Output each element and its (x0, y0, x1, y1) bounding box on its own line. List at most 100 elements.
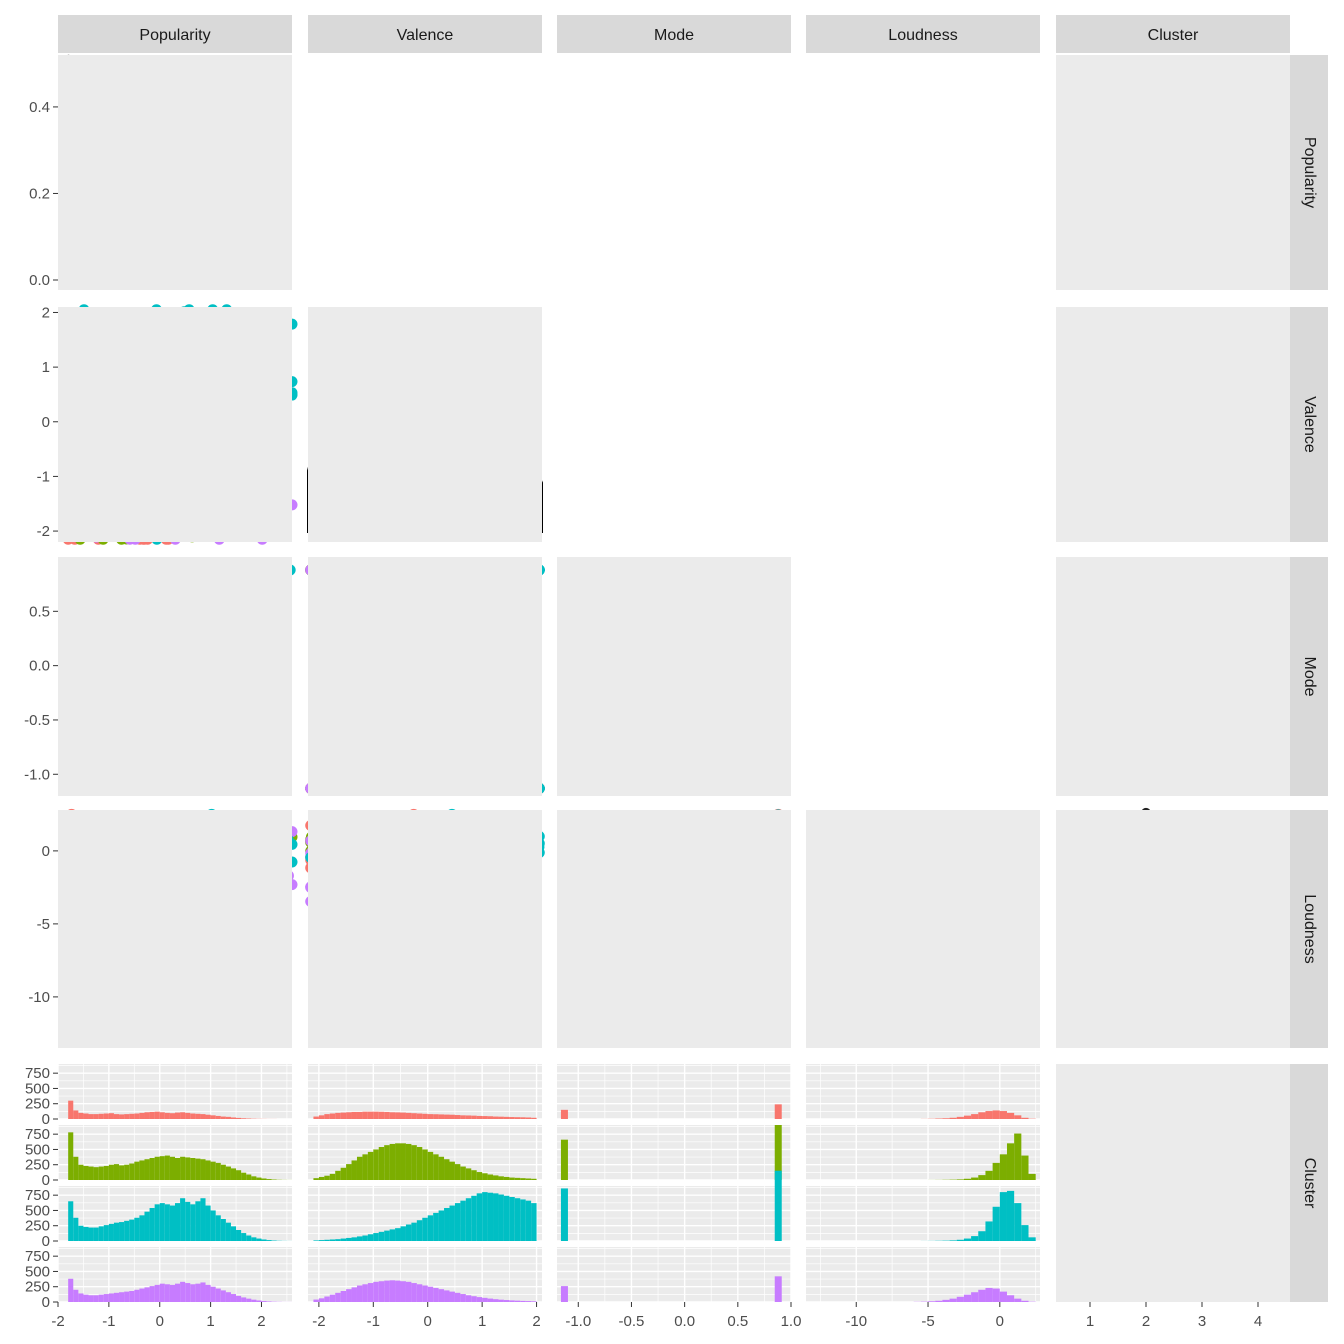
hist-bar (124, 1292, 129, 1302)
boxplot-valence-by-cluster-bg (1056, 307, 1290, 542)
hist-bar (144, 1112, 149, 1119)
hist-bar (211, 1162, 216, 1180)
hist-bar (226, 1117, 231, 1119)
hist-bar (129, 1114, 134, 1119)
hist-bar (231, 1117, 236, 1119)
scatter-popularity-vs-mode-bg (58, 557, 292, 796)
hist-bar (114, 1114, 119, 1119)
hist-bar (362, 1112, 367, 1119)
hist-bar (124, 1114, 129, 1119)
hist-bar (89, 1114, 94, 1119)
hist-bar (144, 1212, 149, 1241)
hist-bar (170, 1285, 175, 1302)
hist-bar (78, 1165, 83, 1180)
hist-bar (324, 1114, 329, 1119)
boxplot-popularity-by-cluster-bg (1056, 55, 1290, 290)
scatter-valence-vs-mode-bg (308, 557, 542, 796)
hist-bar (216, 1116, 221, 1119)
hist-bar (216, 1215, 221, 1241)
hist-bar (395, 1112, 400, 1119)
hist-bar (104, 1294, 109, 1302)
hist-bar (160, 1112, 165, 1119)
hist-bar (109, 1165, 114, 1180)
hist-bar (139, 1289, 144, 1302)
hist-bar (99, 1295, 104, 1302)
hist-bar (206, 1285, 211, 1302)
scatter-popularity-vs-loudness-bg (58, 810, 292, 1048)
hist-bar (195, 1201, 200, 1241)
hist-bar (256, 1239, 261, 1241)
density-loudness-bg (806, 810, 1040, 1048)
boxplot-loudness-by-cluster-bg (1056, 810, 1290, 1048)
hist-bar (216, 1163, 221, 1180)
hist-bar (83, 1166, 88, 1180)
hist-bar (104, 1114, 109, 1120)
hist-bar (185, 1113, 190, 1119)
hist-bar (236, 1296, 241, 1302)
hist-bar (134, 1218, 139, 1241)
hist-bar (68, 1279, 73, 1302)
boxplot-mode-by-cluster-bg (1056, 557, 1290, 796)
hist-bar (236, 1170, 241, 1180)
hist-bar (170, 1206, 175, 1241)
hist-bar (160, 1156, 165, 1180)
hist-bar (78, 1293, 83, 1302)
hist-bar (200, 1159, 205, 1180)
hist-bar (417, 1114, 422, 1120)
hist-bar (221, 1219, 226, 1241)
hist-bar (139, 1215, 144, 1241)
hist-bar (144, 1159, 149, 1180)
hist-bar (68, 1132, 73, 1180)
histogram-valence-cluster-1-bg (308, 1064, 542, 1119)
hist-bar (226, 1292, 231, 1302)
hist-bar (379, 1112, 384, 1119)
hist-bar (180, 1282, 185, 1302)
hist-bar (170, 1113, 175, 1119)
hist-bar (134, 1114, 139, 1120)
hist-bar (401, 1113, 406, 1119)
hist-bar (78, 1226, 83, 1241)
hist-bar (109, 1293, 114, 1302)
density-mode-bg (557, 557, 791, 796)
hist-bar (251, 1300, 256, 1302)
histogram-popularity-cluster-3 (58, 1186, 292, 1241)
histogram-valence-cluster-1 (308, 1064, 542, 1119)
hist-bar (170, 1157, 175, 1180)
hist-bar (150, 1112, 155, 1119)
hist-bar (99, 1114, 104, 1119)
hist-bar (139, 1160, 144, 1180)
hist-bar (180, 1157, 185, 1180)
hist-bar (155, 1285, 160, 1302)
hist-bar (341, 1113, 346, 1119)
hist-bar (134, 1290, 139, 1302)
hist-bar (185, 1283, 190, 1302)
hist-bar (185, 1202, 190, 1241)
hist-bar (124, 1165, 129, 1180)
hist-bar (94, 1167, 99, 1180)
hist-bar (83, 1114, 88, 1120)
hist-bar (134, 1162, 139, 1180)
hist-bar (99, 1167, 104, 1180)
hist-bar (261, 1178, 266, 1180)
hist-bar (195, 1159, 200, 1180)
hist-bar (78, 1113, 83, 1119)
hist-bar (94, 1228, 99, 1241)
hist-bar (114, 1293, 119, 1302)
hist-bar (406, 1113, 411, 1119)
hist-bar (384, 1112, 389, 1119)
hist-bar (256, 1178, 261, 1180)
hist-bar (226, 1167, 231, 1180)
hist-bar (319, 1115, 324, 1119)
hist-bar (190, 1204, 195, 1241)
hist-bar (89, 1228, 94, 1241)
hist-bar (261, 1239, 266, 1241)
hist-bar (165, 1204, 170, 1241)
hist-bar (267, 1301, 272, 1302)
hist-bar (221, 1117, 226, 1119)
hist-bar (231, 1226, 236, 1241)
hist-bar (211, 1115, 216, 1119)
hist-bar (165, 1284, 170, 1302)
hist-bar (241, 1173, 246, 1180)
hist-bar (94, 1114, 99, 1119)
hist-bar (155, 1112, 160, 1119)
